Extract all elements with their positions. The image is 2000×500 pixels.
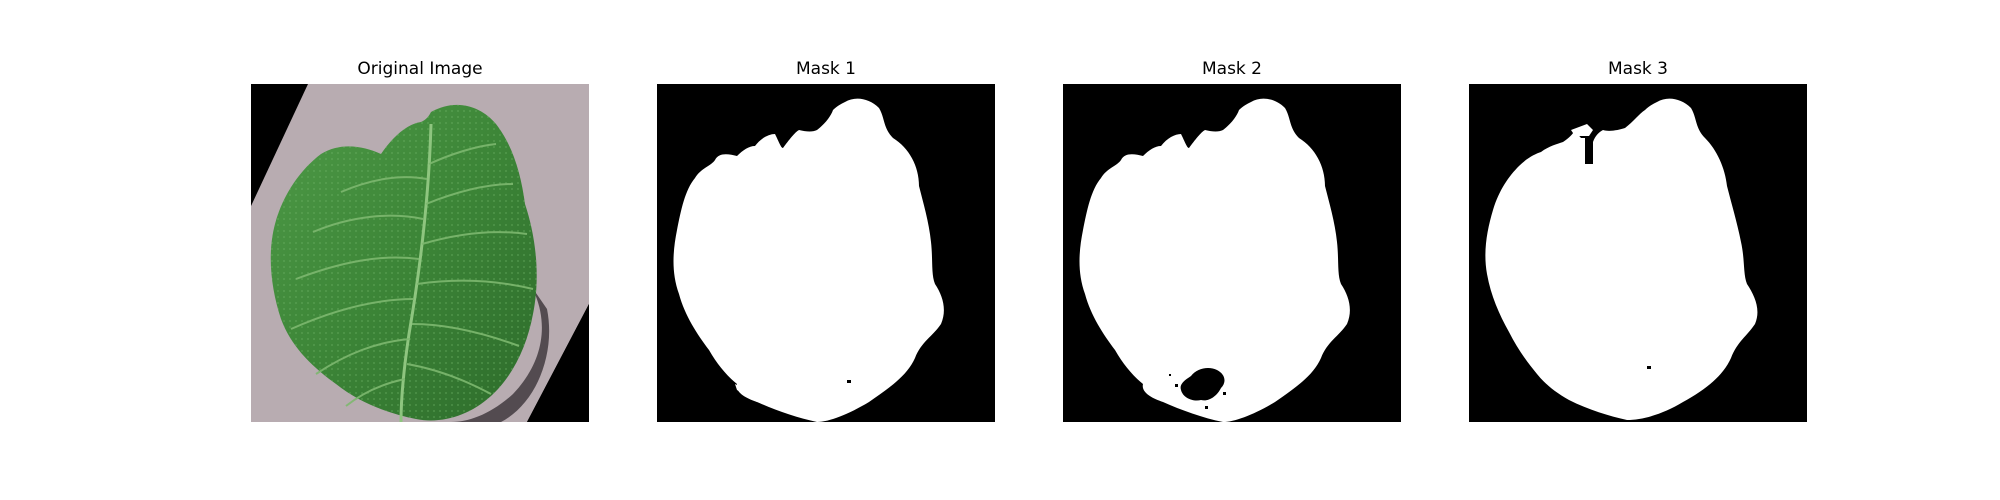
panel-title: Mask 1: [795, 59, 856, 79]
panel-title: Mask 2: [1201, 59, 1262, 79]
mask-2-image: [1063, 84, 1401, 422]
mask-region: [1485, 98, 1758, 420]
panel-title: Original Image: [357, 59, 483, 79]
panel-mask-2: Mask 2: [1063, 0, 1401, 500]
panel-mask-1: Mask 1: [657, 0, 995, 500]
mask-region: [673, 98, 944, 422]
original-leaf-photo: [251, 84, 589, 422]
panel-original-image: Original Image: [251, 0, 589, 500]
mask-hole: [1180, 368, 1225, 401]
mask-1-image: [657, 84, 995, 422]
mask-region: [1079, 98, 1350, 422]
panel-title: Mask 3: [1607, 59, 1668, 79]
panel-mask-3: Mask 3: [1469, 0, 1807, 500]
mask-3-image: [1469, 84, 1807, 422]
